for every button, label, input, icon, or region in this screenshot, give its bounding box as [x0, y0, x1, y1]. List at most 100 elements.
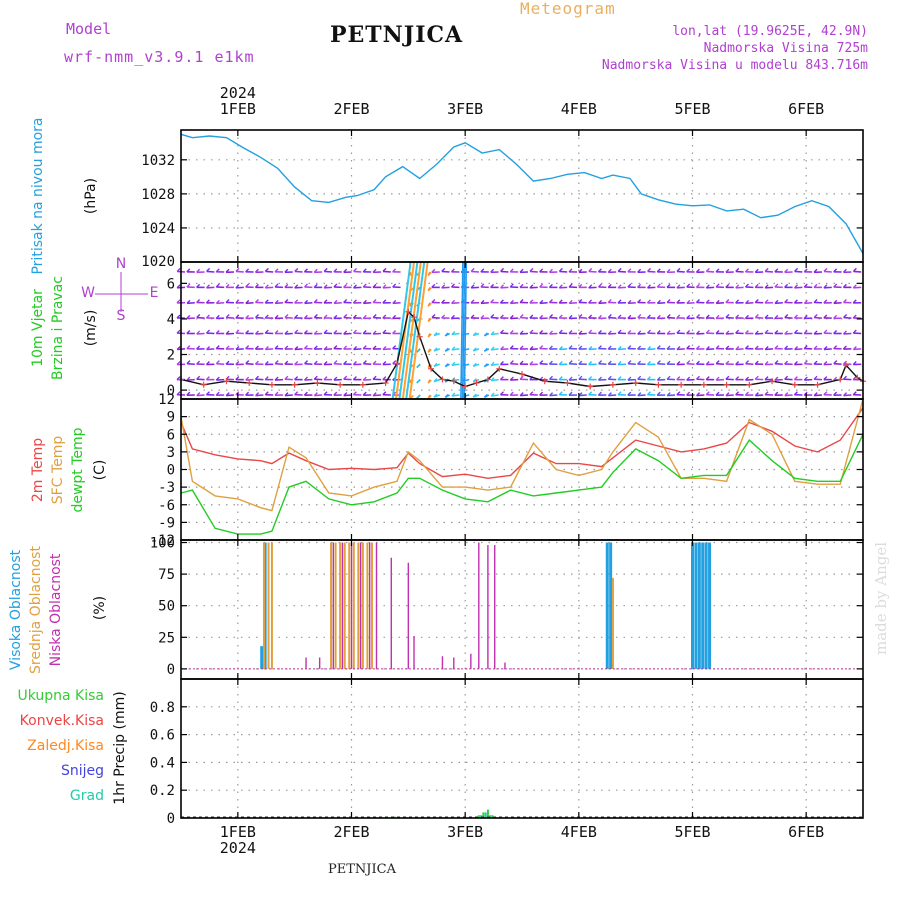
wind-barb-head [206, 267, 211, 272]
wind-barb-head [686, 283, 691, 288]
wind-barb-head [264, 361, 269, 366]
wind-barb-head [372, 283, 377, 288]
wind-barb-head [372, 330, 377, 335]
wind-barb [490, 363, 499, 367]
wind-barb-head [500, 329, 504, 334]
wind-barb-head [852, 391, 857, 396]
wind-barb-head [666, 345, 671, 350]
wind-barb-head [215, 299, 220, 304]
wind-barb [480, 301, 489, 305]
cloud-bar [339, 542, 342, 669]
wind-barb-head [409, 395, 414, 399]
cloud-bar [359, 542, 362, 669]
wind-barb-head [705, 361, 710, 366]
wind-barb-head [176, 361, 181, 366]
wind-barb-head [333, 345, 338, 350]
wind-barb-head [431, 283, 436, 288]
wind-front [461, 261, 466, 400]
wind-barb-head [196, 283, 201, 288]
wind-barb-head [548, 345, 553, 350]
wind-barb-head [472, 347, 477, 352]
date-label-bottom: 2FEB [333, 823, 369, 841]
cloud-bar [691, 542, 694, 669]
wind-barb-head [519, 283, 524, 288]
wind-barb-head [205, 391, 210, 396]
wind-barb [784, 316, 793, 319]
wind-barb-head [519, 268, 524, 273]
precip-legend-item: Konvek.Kisa [20, 713, 104, 729]
wind-barb-head [382, 299, 387, 304]
wind-barb [471, 270, 480, 273]
wind-barb [245, 362, 254, 366]
wind-barb-head [666, 298, 671, 303]
wind-barb-head [686, 391, 691, 396]
wind-barb-head [215, 330, 220, 334]
wind-barb-head [235, 329, 240, 334]
wind-barb-head [362, 345, 367, 350]
wind-barb-head [304, 283, 308, 288]
wind-barb-head [852, 314, 857, 319]
wind-barb-head [343, 283, 348, 288]
wind-barb-head [225, 330, 230, 335]
wind-barb [490, 332, 499, 336]
wind-barb-head [372, 345, 377, 350]
wind-barb [382, 348, 391, 351]
wind-barb-head [774, 299, 779, 304]
wind-barb-head [715, 268, 720, 273]
wind-barb-head [705, 299, 710, 304]
wind-barb-head [735, 345, 740, 350]
wind-barb-head [803, 299, 808, 304]
wind-barb [569, 362, 578, 366]
wind-barb-head [745, 376, 749, 381]
wind-barb-head [578, 360, 583, 365]
wind-barb-head [529, 267, 534, 272]
cloud-bar [318, 657, 321, 669]
wind-barb-head [304, 376, 308, 381]
wind-barb-head [852, 284, 857, 289]
wind-barb [774, 301, 783, 305]
wind-barb [627, 301, 636, 305]
y-tick-label: -12 [150, 533, 175, 549]
wind-barb-head [637, 375, 642, 380]
wind-barb-head [676, 314, 681, 319]
y-tick-label: -3 [158, 480, 175, 496]
wind-barb [804, 301, 813, 305]
wind-barb-head [433, 347, 438, 352]
wind-barb-head [519, 345, 524, 350]
wind-barb-head [598, 360, 603, 365]
y-tick-label: 0.4 [150, 755, 175, 771]
wind-barb-head [470, 299, 475, 304]
side-label-mid-cloud: Srednja Oblacnost [28, 546, 44, 674]
wind-barb [451, 332, 460, 336]
precip-bar [484, 812, 487, 818]
wind-barb-head [509, 299, 514, 304]
wind-barb-head [343, 268, 348, 273]
cloud-bar [332, 542, 335, 669]
wind-barb-head [656, 376, 661, 381]
wind-barb-head [333, 283, 338, 288]
wind-barb-head [480, 314, 485, 319]
wind-barb-head [813, 345, 818, 350]
wind-barb-head [352, 391, 357, 396]
wind-barb-head [254, 345, 259, 350]
wind-barb-head [196, 375, 201, 380]
wind-barb-head [499, 376, 504, 381]
wind-barb-head [774, 330, 779, 334]
wind-barb [588, 270, 597, 273]
wind-barb-head [666, 283, 671, 288]
wind-barb [490, 348, 499, 351]
wind-front [460, 261, 464, 400]
wind-barb-head [735, 284, 740, 289]
wind-barb [843, 316, 852, 319]
wind-barb-head [343, 314, 348, 319]
wind-barb-head [578, 268, 583, 273]
wind-barb-head [725, 298, 730, 303]
wind-barb-head [607, 268, 612, 273]
wind-barb [324, 270, 333, 273]
wind-barb [275, 362, 284, 366]
wind-barb [745, 301, 754, 305]
wind-barb [294, 348, 303, 351]
y-tick-label: 12 [158, 392, 175, 408]
wind-barb-head [548, 298, 553, 303]
